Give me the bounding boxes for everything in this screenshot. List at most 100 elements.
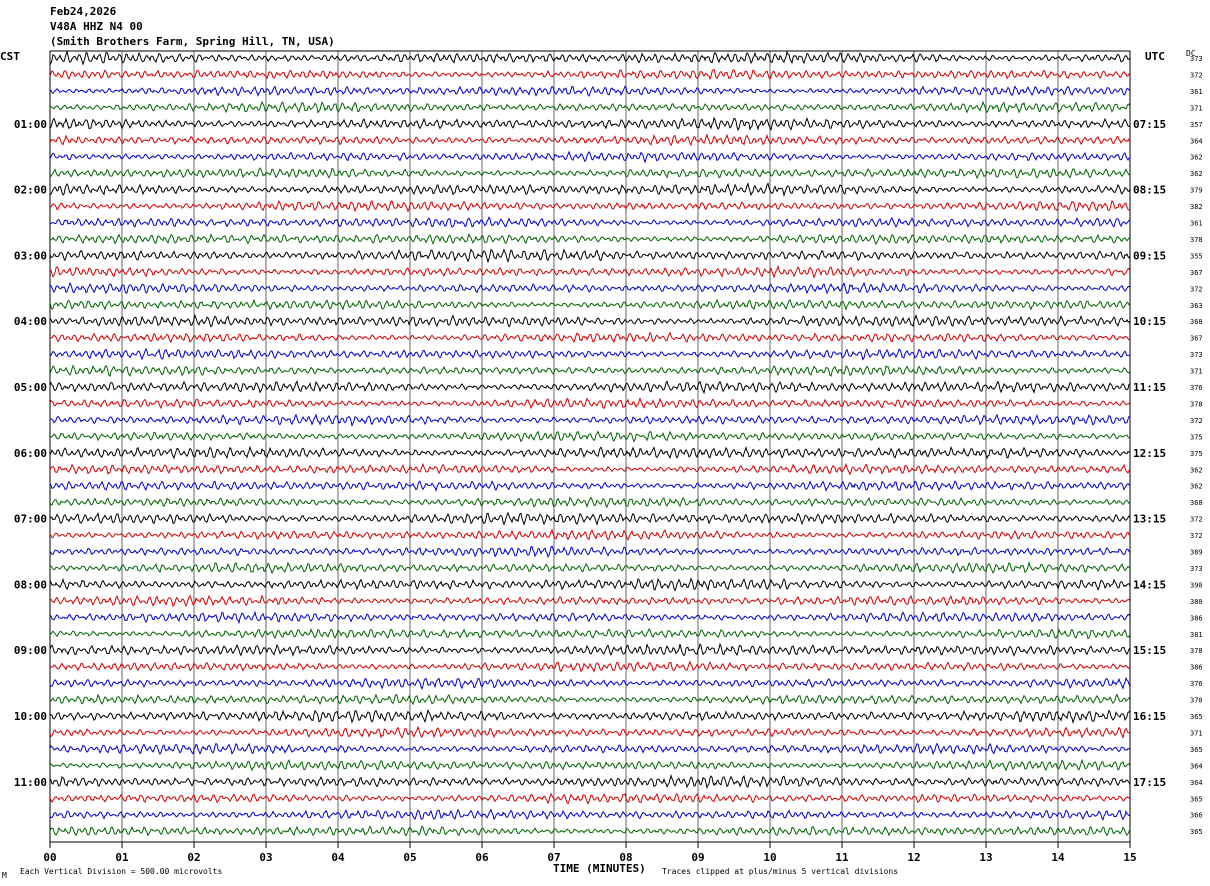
trace-31 — [49, 545, 1131, 559]
trace-4 — [49, 100, 1131, 114]
cst-hour-label: 02:00 — [14, 184, 47, 197]
trace-30 — [49, 528, 1131, 541]
x-tick-label-13: 13 — [979, 851, 992, 864]
seismic-traces — [49, 49, 1131, 837]
trace-14 — [49, 264, 1131, 279]
dc-value: 365 — [1190, 746, 1203, 754]
x-tick-label-06: 06 — [475, 851, 489, 864]
dc-offset-labels: 373 372 361 371 357 364 362 362 379 382 361 378 355 3… — [1190, 55, 1203, 836]
dc-value: 378 — [1190, 400, 1203, 408]
cst-hour-label: 04:00 — [14, 315, 47, 328]
utc-hour-label: 11:15 — [1133, 381, 1166, 394]
dc-value: 386 — [1190, 664, 1203, 672]
cst-hour-label: 09:00 — [14, 644, 47, 657]
x-tick-label-11: 11 — [835, 851, 849, 864]
utc-hour-label: 14:15 — [1133, 578, 1166, 591]
trace-47 — [49, 808, 1131, 821]
left-timezone-label: CST — [0, 50, 20, 63]
station-code: V48A HHZ N4 00 — [50, 20, 143, 33]
x-tick-label-00: 00 — [43, 851, 56, 864]
corner-mark: M — [2, 871, 7, 880]
trace-41 — [49, 708, 1131, 724]
dc-value: 373 — [1190, 55, 1203, 63]
cst-hour-label: 03:00 — [14, 249, 47, 262]
right-timezone-label: UTC — [1145, 50, 1165, 63]
trace-39 — [49, 676, 1131, 690]
dc-value: 371 — [1190, 104, 1203, 112]
utc-hour-label: 16:15 — [1133, 710, 1166, 723]
dc-value: 373 — [1190, 351, 1203, 359]
trace-20 — [49, 364, 1131, 377]
dc-value: 365 — [1190, 713, 1203, 721]
trace-1 — [49, 49, 1131, 66]
trace-11 — [49, 216, 1131, 229]
trace-22 — [49, 396, 1131, 410]
trace-27 — [49, 480, 1131, 493]
utc-hour-label: 13:15 — [1133, 513, 1166, 526]
trace-19 — [49, 347, 1131, 361]
utc-hour-labels: 07:15 08:15 09:15 10:15 11:15 12:15 13:15 14:15… — [1133, 118, 1166, 789]
dc-value: 362 — [1190, 170, 1203, 178]
dc-value: 372 — [1190, 285, 1203, 293]
dc-value: 372 — [1190, 532, 1203, 540]
cst-hour-label: 10:00 — [14, 710, 47, 723]
trace-3 — [49, 85, 1131, 97]
x-tick-label-15: 15 — [1123, 851, 1136, 864]
trace-6 — [49, 133, 1131, 147]
trace-35 — [49, 610, 1131, 625]
dc-column-header: DC — [1186, 49, 1196, 58]
dc-value: 357 — [1190, 121, 1203, 129]
x-tick-label-14: 14 — [1051, 851, 1065, 864]
dc-value: 379 — [1190, 187, 1203, 195]
trace-10 — [49, 200, 1131, 213]
trace-8 — [49, 167, 1131, 180]
dc-value: 365 — [1190, 828, 1203, 836]
trace-43 — [49, 742, 1131, 756]
trace-42 — [49, 725, 1131, 739]
trace-28 — [49, 496, 1131, 509]
x-tick-label-09: 09 — [691, 851, 704, 864]
dc-value: 371 — [1190, 729, 1203, 737]
dc-value: 362 — [1190, 154, 1203, 162]
dc-value: 382 — [1190, 203, 1203, 211]
cst-hour-label: 05:00 — [14, 381, 47, 394]
utc-hour-label: 07:15 — [1133, 118, 1166, 131]
x-tick-label-03: 03 — [259, 851, 272, 864]
dc-value: 378 — [1190, 647, 1203, 655]
dc-value: 376 — [1190, 384, 1203, 392]
cst-hour-label: 01:00 — [14, 118, 47, 131]
dc-value: 363 — [1190, 302, 1203, 310]
station-location: (Smith Brothers Farm, Spring Hill, TN, U… — [50, 35, 335, 48]
x-tick-label-05: 05 — [403, 851, 416, 864]
dc-value: 362 — [1190, 466, 1203, 474]
dc-value: 380 — [1190, 598, 1203, 606]
dc-value: 368 — [1190, 499, 1203, 507]
trace-37 — [49, 642, 1131, 657]
x-axis-title: TIME (MINUTES) — [553, 862, 646, 875]
trace-29 — [49, 511, 1131, 527]
utc-hour-label: 15:15 — [1133, 644, 1166, 657]
trace-26 — [49, 462, 1131, 476]
trace-34 — [49, 594, 1131, 608]
trace-48 — [49, 825, 1131, 837]
x-tick-label-07: 07 — [547, 851, 560, 864]
cst-hour-labels: 01:00 02:00 03:00 04:00 05:00 06:00 07:00 08:00… — [14, 118, 47, 789]
dc-value: 373 — [1190, 565, 1203, 573]
dc-value: 355 — [1190, 252, 1203, 260]
x-tick-label-01: 01 — [115, 851, 129, 864]
trace-40 — [49, 693, 1131, 706]
trace-9 — [49, 182, 1131, 198]
x-tick-label-08: 08 — [619, 851, 632, 864]
utc-hour-label: 10:15 — [1133, 315, 1166, 328]
trace-46 — [49, 792, 1131, 805]
utc-hour-label: 17:15 — [1133, 776, 1166, 789]
trace-33 — [49, 577, 1131, 592]
recording-date: Feb24,2026 — [50, 5, 117, 18]
trace-16 — [49, 298, 1131, 311]
x-tick-label-04: 04 — [331, 851, 345, 864]
cst-hour-label: 08:00 — [14, 578, 47, 591]
dc-value: 368 — [1190, 318, 1203, 326]
x-tick-label-02: 02 — [187, 851, 200, 864]
dc-value: 372 — [1190, 417, 1203, 425]
trace-2 — [49, 68, 1131, 81]
